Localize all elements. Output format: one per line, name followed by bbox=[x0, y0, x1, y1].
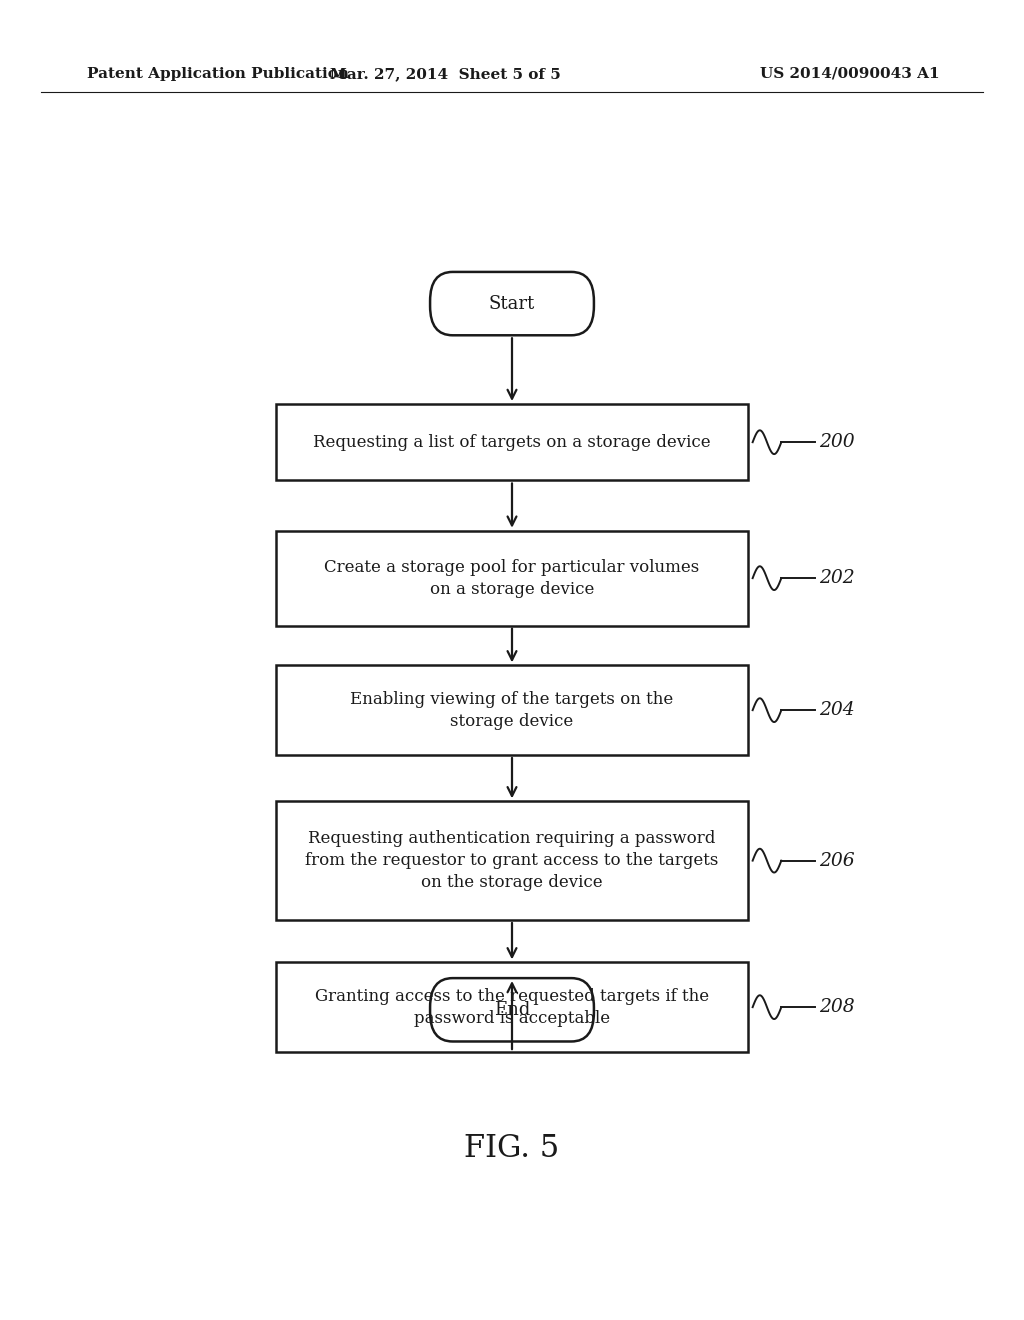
Text: Patent Application Publication: Patent Application Publication bbox=[87, 67, 349, 81]
Text: 206: 206 bbox=[819, 851, 855, 870]
FancyBboxPatch shape bbox=[430, 272, 594, 335]
Bar bbox=[276, 801, 748, 920]
Text: FIG. 5: FIG. 5 bbox=[464, 1133, 560, 1164]
Text: 202: 202 bbox=[819, 569, 855, 587]
Text: Mar. 27, 2014  Sheet 5 of 5: Mar. 27, 2014 Sheet 5 of 5 bbox=[330, 67, 561, 81]
Text: Requesting a list of targets on a storage device: Requesting a list of targets on a storag… bbox=[313, 434, 711, 450]
Text: 204: 204 bbox=[819, 701, 855, 719]
Text: 208: 208 bbox=[819, 998, 855, 1016]
Text: Requesting authentication requiring a password
from the requestor to grant acces: Requesting authentication requiring a pa… bbox=[305, 830, 719, 891]
FancyBboxPatch shape bbox=[430, 978, 594, 1041]
Bar bbox=[276, 531, 748, 626]
Text: 200: 200 bbox=[819, 433, 855, 451]
Text: Enabling viewing of the targets on the
storage device: Enabling viewing of the targets on the s… bbox=[350, 690, 674, 730]
Text: US 2014/0090043 A1: US 2014/0090043 A1 bbox=[760, 67, 940, 81]
Text: Start: Start bbox=[488, 294, 536, 313]
Text: Granting access to the requested targets if the
password is acceptable: Granting access to the requested targets… bbox=[315, 987, 709, 1027]
Text: Create a storage pool for particular volumes
on a storage device: Create a storage pool for particular vol… bbox=[325, 558, 699, 598]
Bar bbox=[276, 404, 748, 480]
Bar bbox=[276, 665, 748, 755]
Text: End: End bbox=[494, 1001, 530, 1019]
Bar bbox=[276, 962, 748, 1052]
